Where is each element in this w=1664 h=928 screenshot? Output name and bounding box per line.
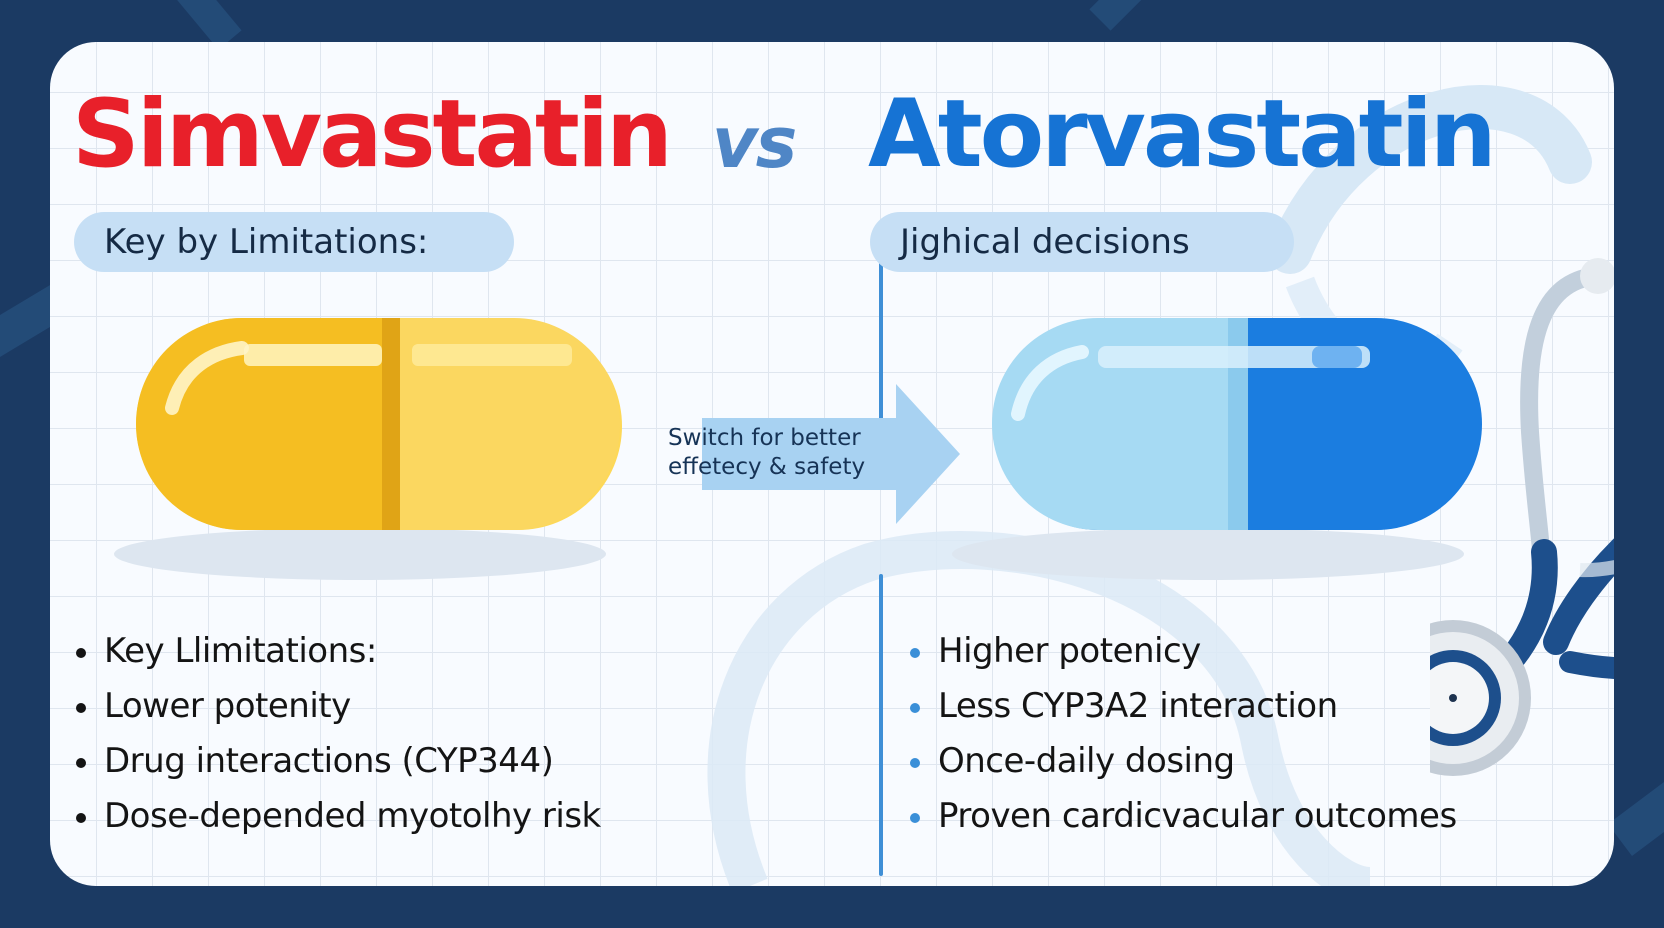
list-item-text: Proven cardicvacular outcomes — [938, 796, 1457, 836]
bullet-dot — [76, 758, 86, 768]
bullet-dot — [76, 648, 86, 658]
list-item: Lower potenity — [72, 679, 601, 734]
simvastatin-title: Simvastatin — [72, 80, 673, 189]
left-section-label: Key by Limitations: — [74, 212, 514, 272]
list-item: Dose-depended myotolhy risk — [72, 789, 601, 844]
vs-label: vs — [712, 102, 797, 184]
list-item: Higher potenicy — [908, 624, 1457, 679]
bullet-dot — [910, 758, 920, 768]
simvastatin-limitations-list: Key Llimitations: Lower potenity Drug in… — [72, 624, 601, 844]
bullet-dot — [76, 813, 86, 823]
atorvastatin-title: Atorvastatin — [868, 80, 1497, 189]
bullet-dot — [76, 703, 86, 713]
right-arrow-icon — [702, 384, 960, 524]
list-item-text: Less CYP3A2 interaction — [938, 686, 1338, 726]
arrow-text-line-1: Switch for better — [668, 425, 861, 451]
list-item: Proven cardicvacular outcomes — [908, 789, 1457, 844]
center-divider-bottom — [879, 574, 883, 876]
bullet-dot — [910, 648, 920, 658]
list-item-text: Drug interactions (CYP344) — [104, 741, 554, 781]
list-item-text: Once-daily dosing — [938, 741, 1235, 781]
switch-recommendation-text: Switch for better effetecy & safety — [668, 424, 908, 482]
right-section-label: Jighical decisions — [870, 212, 1294, 272]
yellow-capsule-icon — [114, 318, 622, 580]
list-item-text: Dose-depended myotolhy risk — [104, 796, 601, 836]
list-item-text: Lower potenity — [104, 686, 351, 726]
list-item: Drug interactions (CYP344) — [72, 734, 601, 789]
bullet-dot — [910, 703, 920, 713]
center-divider-top — [879, 234, 883, 420]
bullet-dot — [910, 813, 920, 823]
atorvastatin-benefits-list: Higher potenicy Less CYP3A2 interaction … — [908, 624, 1457, 844]
arrow-text-line-2: effetecy & safety — [668, 454, 866, 480]
list-item: Key Llimitations: — [72, 624, 601, 679]
blue-capsule-icon — [952, 318, 1482, 580]
comparison-card — [50, 42, 1614, 886]
list-item: Once-daily dosing — [908, 734, 1457, 789]
list-item-text: Key Llimitations: — [104, 631, 377, 671]
stethoscope-icon — [1430, 258, 1614, 776]
list-item-text: Higher potenicy — [938, 631, 1201, 671]
list-item: Less CYP3A2 interaction — [908, 679, 1457, 734]
